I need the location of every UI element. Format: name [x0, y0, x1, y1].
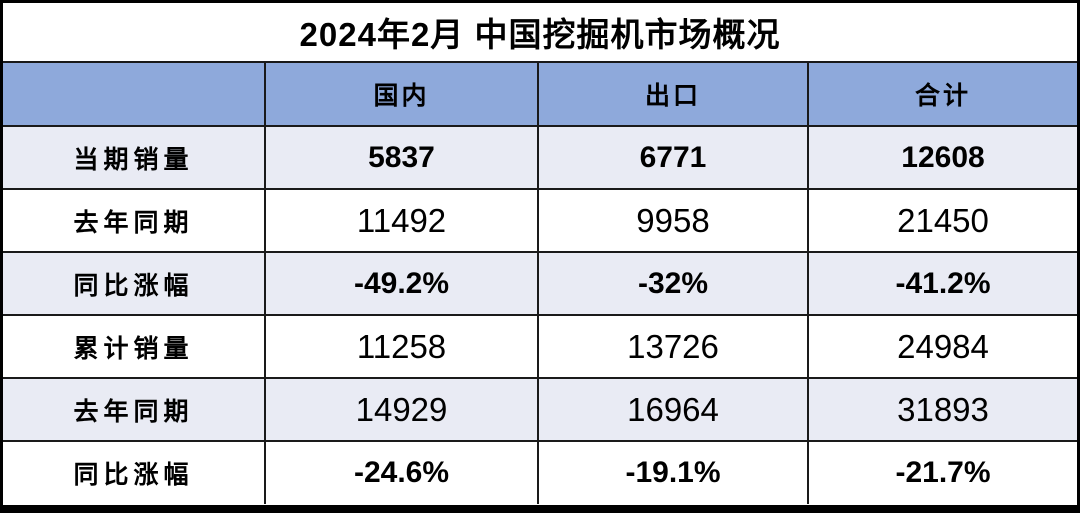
row-label: 当期销量: [3, 125, 266, 190]
cell-total: -21.7%: [807, 440, 1077, 504]
cell-domestic: 5837: [264, 125, 539, 190]
header-row: 国内 出口 合计: [3, 63, 1077, 127]
table-row-yoy-change-cumulative: 同比涨幅 -24.6% -19.1% -21.7%: [3, 440, 1077, 504]
row-label: 同比涨幅: [3, 251, 266, 316]
header-cell-blank: [3, 63, 266, 127]
row-label: 累计销量: [3, 314, 266, 379]
row-label: 同比涨幅: [3, 440, 266, 504]
row-label: 去年同期: [3, 377, 266, 442]
header-cell-total: 合计: [807, 63, 1077, 127]
table-row-yoy-change: 同比涨幅 -49.2% -32% -41.2%: [3, 251, 1077, 316]
table-row-current-sales: 当期销量 5837 6771 12608: [3, 125, 1077, 190]
cell-total: 21450: [807, 188, 1077, 253]
cell-export: 16964: [537, 377, 809, 442]
cell-domestic: 11492: [264, 188, 539, 253]
cell-export: -19.1%: [537, 440, 809, 504]
header-cell-domestic: 国内: [264, 63, 539, 127]
cell-export: 9958: [537, 188, 809, 253]
cell-export: 13726: [537, 314, 809, 379]
cell-domestic: 14929: [264, 377, 539, 442]
table-row-last-year-same-period-cumulative: 去年同期 14929 16964 31893: [3, 377, 1077, 442]
cell-domestic: 11258: [264, 314, 539, 379]
cell-export: -32%: [537, 251, 809, 316]
cell-domestic: -49.2%: [264, 251, 539, 316]
table-row-last-year-same-period: 去年同期 11492 9958 21450: [3, 188, 1077, 253]
data-table: 国内 出口 合计 当期销量 5837 6771 12608 去年同期 11492…: [3, 63, 1077, 504]
header-cell-export: 出口: [537, 63, 809, 127]
cell-export: 6771: [537, 125, 809, 190]
cell-total: -41.2%: [807, 251, 1077, 316]
cell-total: 12608: [807, 125, 1077, 190]
table-title: 2024年2月 中国挖掘机市场概况: [3, 3, 1077, 63]
cell-total: 24984: [807, 314, 1077, 379]
table-row-cumulative-sales: 累计销量 11258 13726 24984: [3, 314, 1077, 379]
cell-total: 31893: [807, 377, 1077, 442]
cell-domestic: -24.6%: [264, 440, 539, 504]
row-label: 去年同期: [3, 188, 266, 253]
